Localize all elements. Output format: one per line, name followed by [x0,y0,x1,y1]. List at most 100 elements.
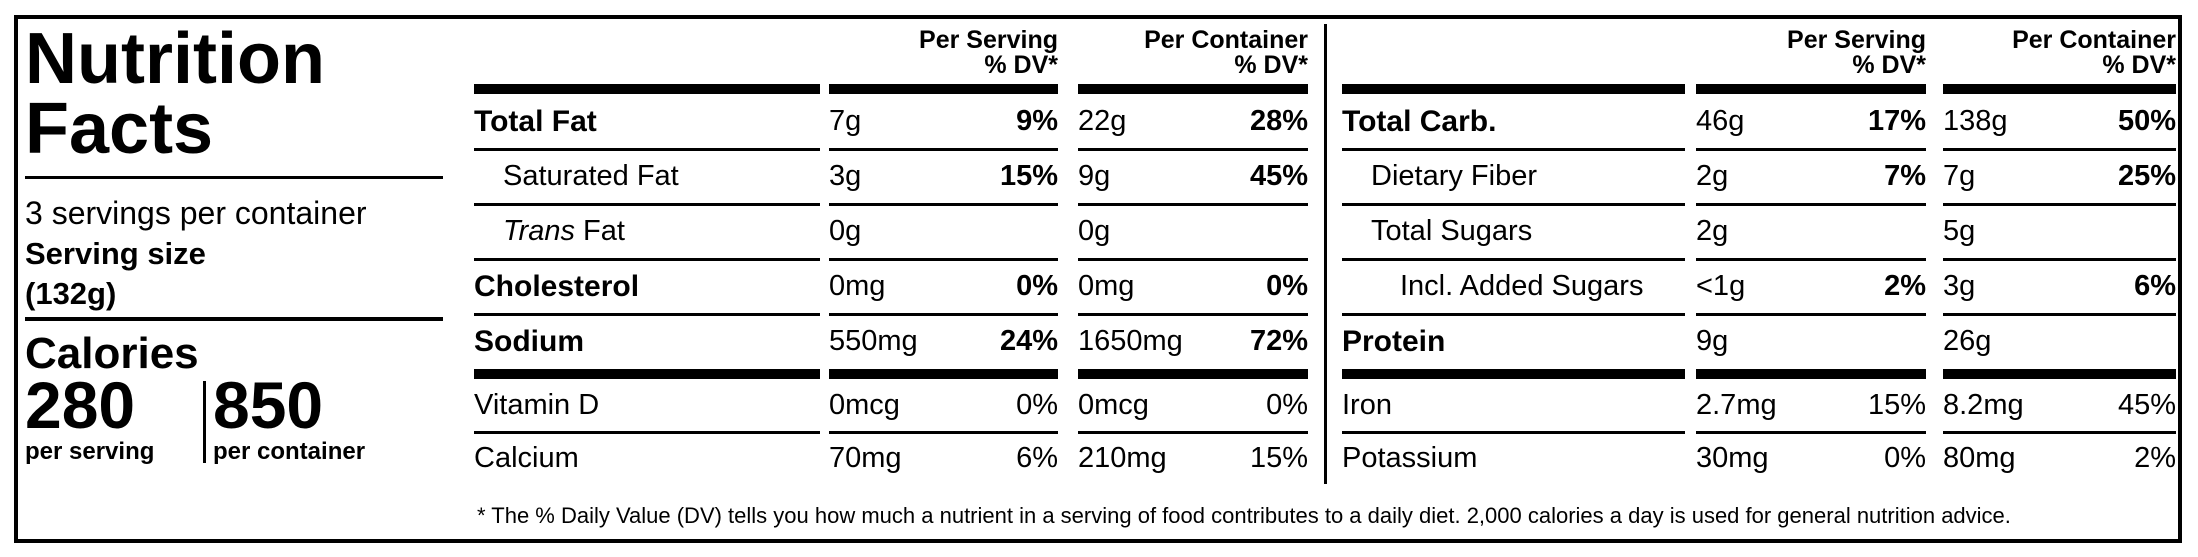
nutrient-name: Dietary Fiber [1371,149,1537,204]
thin-rule [1078,313,1308,316]
divider [203,381,206,463]
thin-rule [1943,431,2176,434]
thin-rule [474,431,820,434]
column-header-dv: % DV* [1852,51,1926,79]
thick-rule [1078,369,1308,379]
nutrient-name: Sodium [474,314,584,369]
calories-label: Calories [25,329,199,378]
amount: 0g [1078,215,1111,247]
nutrient-name-text: Total Sugars [1371,215,1533,247]
nutrient-name-text: Calcium [474,442,579,474]
daily-value: 15% [999,160,1058,192]
thin-rule [1342,203,1685,206]
daily-value: 15% [1867,389,1926,421]
daily-value: 9% [1016,105,1058,137]
nutrient-name: Vitamin D [474,379,599,432]
amount: 7g [829,105,862,137]
serving-size-label: Serving size [25,236,206,271]
title: Nutrition Facts [25,19,325,165]
calories-per-serving: 280 [25,368,136,442]
thin-rule [1342,148,1685,151]
column-header-dv: % DV* [984,51,1058,79]
column-header: Per Serving [919,26,1058,54]
thin-rule [1078,258,1308,261]
serving-size: (132g) [25,276,117,311]
thin-rule [474,313,820,316]
thin-rule [829,431,1058,434]
nutrient-name-text: Fat [583,215,625,247]
nutrient-name: Trans Fat [503,204,625,259]
nutrient-name: Saturated Fat [503,149,679,204]
thin-rule [1078,431,1308,434]
daily-value: 0% [1016,389,1058,421]
daily-value: 0% [1884,442,1926,474]
thick-rule [829,369,1058,379]
amount: 70mg [829,442,902,474]
thin-rule [829,148,1058,151]
per-serving-label: per serving [25,438,155,465]
daily-value: 6% [1016,442,1058,474]
amount: 0g [829,215,862,247]
daily-value: 15% [1249,442,1308,474]
column-header: Per Container [2012,26,2176,54]
column-header-dv: % DV* [1234,51,1308,79]
daily-value: 17% [1867,105,1926,137]
amount: 8.2mg [1943,389,2024,421]
amount: 22g [1078,105,1127,137]
thin-rule [1943,313,2176,316]
rule [25,176,443,179]
nutrient-name-text: Cholesterol [474,269,640,303]
thick-rule [1943,369,2176,379]
thin-rule [474,258,820,261]
daily-value: 45% [1249,160,1308,192]
nutrient-name: Total Fat [474,94,597,149]
nutrient-name-text: Sodium [474,324,584,358]
nutrient-name-text: Vitamin D [474,389,600,421]
amount: 3g [1943,270,1976,302]
daily-value: 6% [2134,270,2176,302]
nutrient-name-text: Dietary Fiber [1371,160,1537,192]
nutrient-name-text: Iron [1342,389,1392,421]
thick-rule [1342,84,1685,94]
amount: 46g [1696,105,1745,137]
daily-value: 24% [999,325,1058,357]
per-container-label: per container [213,438,366,465]
column-header-dv: % DV* [2102,51,2176,79]
nutrient-name-text: Incl. Added Sugars [1400,270,1644,302]
amount: 2.7mg [1696,389,1777,421]
thin-rule [1342,431,1685,434]
daily-value: 0% [1016,270,1058,302]
amount: 80mg [1943,442,2016,474]
nutrient-name: Protein [1342,314,1445,369]
footnote: * The % Daily Value (DV) tells you how m… [477,503,2011,528]
amount: 0mcg [829,389,900,421]
nutrient-name-text: Total Carb. [1342,104,1497,138]
title-line: Nutrition [25,19,325,99]
daily-value: 0% [1266,270,1308,302]
nutrient-name-italic: Trans [503,215,575,247]
nutrient-name: Iron [1342,379,1392,432]
thin-rule [1943,148,2176,151]
daily-value: 2% [1884,270,1926,302]
thick-rule [474,84,820,94]
thin-rule [1696,431,1926,434]
thin-rule [829,203,1058,206]
thin-rule [1943,258,2176,261]
amount: 9g [1078,160,1111,192]
divider [1324,24,1327,484]
thin-rule [1696,203,1926,206]
thick-rule [1342,369,1685,379]
nutrient-name: Incl. Added Sugars [1400,259,1643,314]
daily-value: 72% [1249,325,1308,357]
amount: 138g [1943,105,2008,137]
nutrient-name-text: Total Fat [474,104,597,138]
daily-value: 25% [2117,160,2176,192]
thin-rule [1696,258,1926,261]
thin-rule [1696,313,1926,316]
thin-rule [474,148,820,151]
thick-rule [829,84,1058,94]
thick-rule [1943,84,2176,94]
daily-value: 50% [2117,105,2176,137]
nutrient-name: Potassium [1342,432,1477,485]
